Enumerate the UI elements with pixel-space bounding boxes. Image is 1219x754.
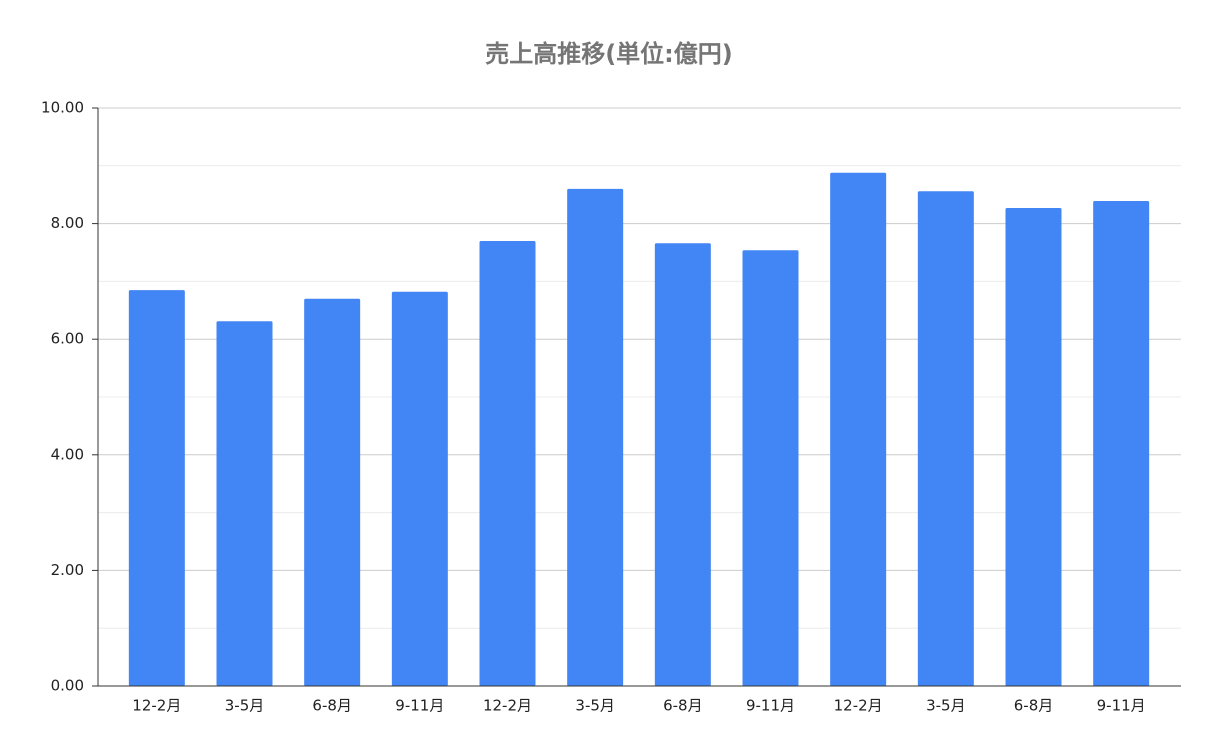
x-tick-label: 9-11月 xyxy=(746,697,795,715)
bar xyxy=(654,243,711,686)
x-tick-label: 12-2月 xyxy=(834,697,883,715)
x-tick-label: 9-11月 xyxy=(395,697,444,715)
x-tick-label: 6-8月 xyxy=(663,697,703,715)
chart-title: 売上高推移(単位:億円) xyxy=(485,40,733,68)
y-tick-label: 2.00 xyxy=(51,561,84,579)
bar xyxy=(391,291,448,686)
x-tick-label: 3-5月 xyxy=(225,697,265,715)
x-tick-label: 12-2月 xyxy=(132,697,181,715)
bar xyxy=(1005,207,1062,686)
y-tick-label: 8.00 xyxy=(51,214,84,232)
y-tick-label: 4.00 xyxy=(51,445,84,463)
y-tick-label: 6.00 xyxy=(51,330,84,348)
bar xyxy=(304,298,361,686)
bar xyxy=(742,250,799,687)
bar xyxy=(917,191,974,686)
bar xyxy=(479,240,536,686)
bar xyxy=(216,321,273,686)
x-tick-label: 3-5月 xyxy=(575,697,615,715)
bar xyxy=(567,188,624,687)
y-tick-label: 0.00 xyxy=(51,677,84,695)
x-tick-label: 3-5月 xyxy=(926,697,966,715)
x-tick-label: 6-8月 xyxy=(312,697,352,715)
y-tick-label: 10.00 xyxy=(41,99,84,117)
x-tick-label: 6-8月 xyxy=(1014,697,1054,715)
bar xyxy=(1093,201,1150,687)
x-tick-label: 9-11月 xyxy=(1097,697,1146,715)
bar xyxy=(830,172,887,687)
bar xyxy=(128,290,185,686)
x-tick-label: 12-2月 xyxy=(483,697,532,715)
